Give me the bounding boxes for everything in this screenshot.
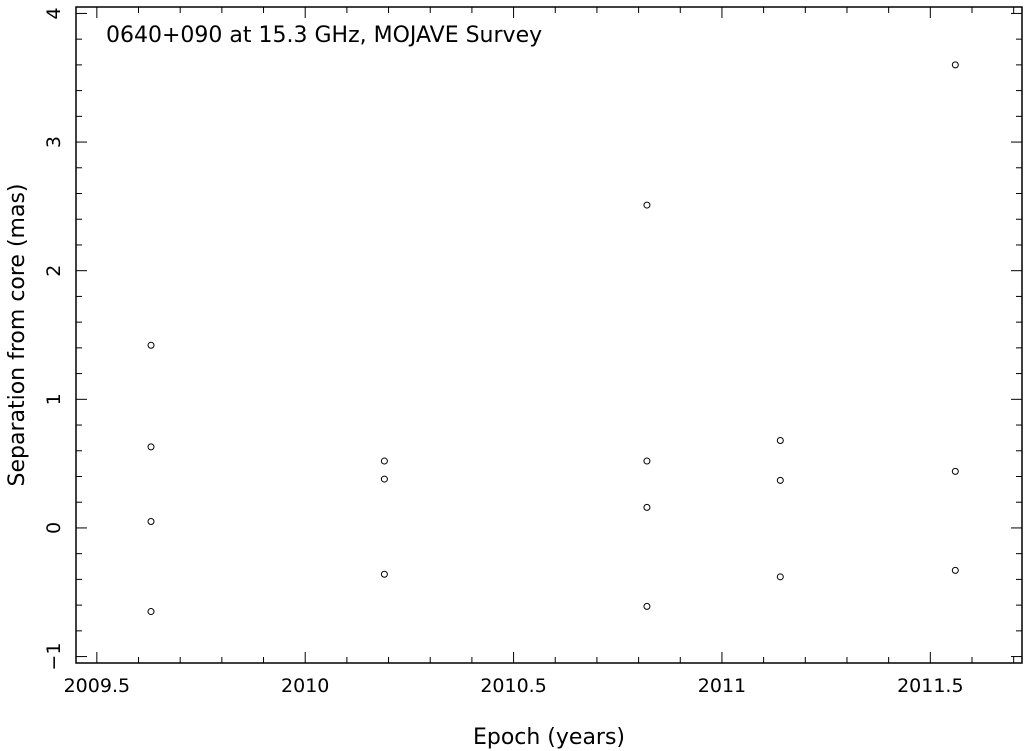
data-point <box>951 61 959 69</box>
axis-ticks <box>76 7 1022 663</box>
data-point <box>776 573 784 581</box>
data-point <box>147 608 155 616</box>
y-tick-labels: −1 0 1 2 3 4 <box>43 7 65 670</box>
y-tick-label: 4 <box>43 7 65 19</box>
y-tick-label: 3 <box>43 136 65 148</box>
chart-title: 0640+090 at 15.3 GHz, MOJAVE Survey <box>106 23 542 48</box>
data-point <box>147 518 155 526</box>
data-point <box>643 503 651 511</box>
data-points <box>147 61 959 616</box>
y-tick-label: 0 <box>43 522 65 534</box>
x-tick-labels: 2009.5 2010 2010.5 2011 2011.5 <box>64 675 964 697</box>
data-point <box>776 436 784 444</box>
data-point <box>380 570 388 578</box>
x-tick-label: 2011.5 <box>897 675 963 697</box>
data-point <box>147 443 155 451</box>
data-point <box>380 457 388 465</box>
y-tick-label: 2 <box>43 265 65 277</box>
x-tick-label: 2011 <box>698 675 746 697</box>
y-axis-label: Separation from core (mas) <box>5 184 30 487</box>
data-point <box>951 566 959 574</box>
data-point <box>643 201 651 209</box>
x-tick-label: 2009.5 <box>64 675 130 697</box>
x-tick-label: 2010.5 <box>480 675 546 697</box>
data-point <box>643 602 651 610</box>
data-point <box>643 457 651 465</box>
data-point <box>380 475 388 483</box>
data-point <box>951 467 959 475</box>
y-tick-label: −1 <box>43 643 65 671</box>
x-axis-label: Epoch (years) <box>473 725 625 750</box>
data-point <box>147 341 155 349</box>
x-tick-label: 2010 <box>281 675 329 697</box>
y-tick-label: 1 <box>43 393 65 405</box>
plot-frame <box>75 6 1023 664</box>
data-point <box>776 476 784 484</box>
